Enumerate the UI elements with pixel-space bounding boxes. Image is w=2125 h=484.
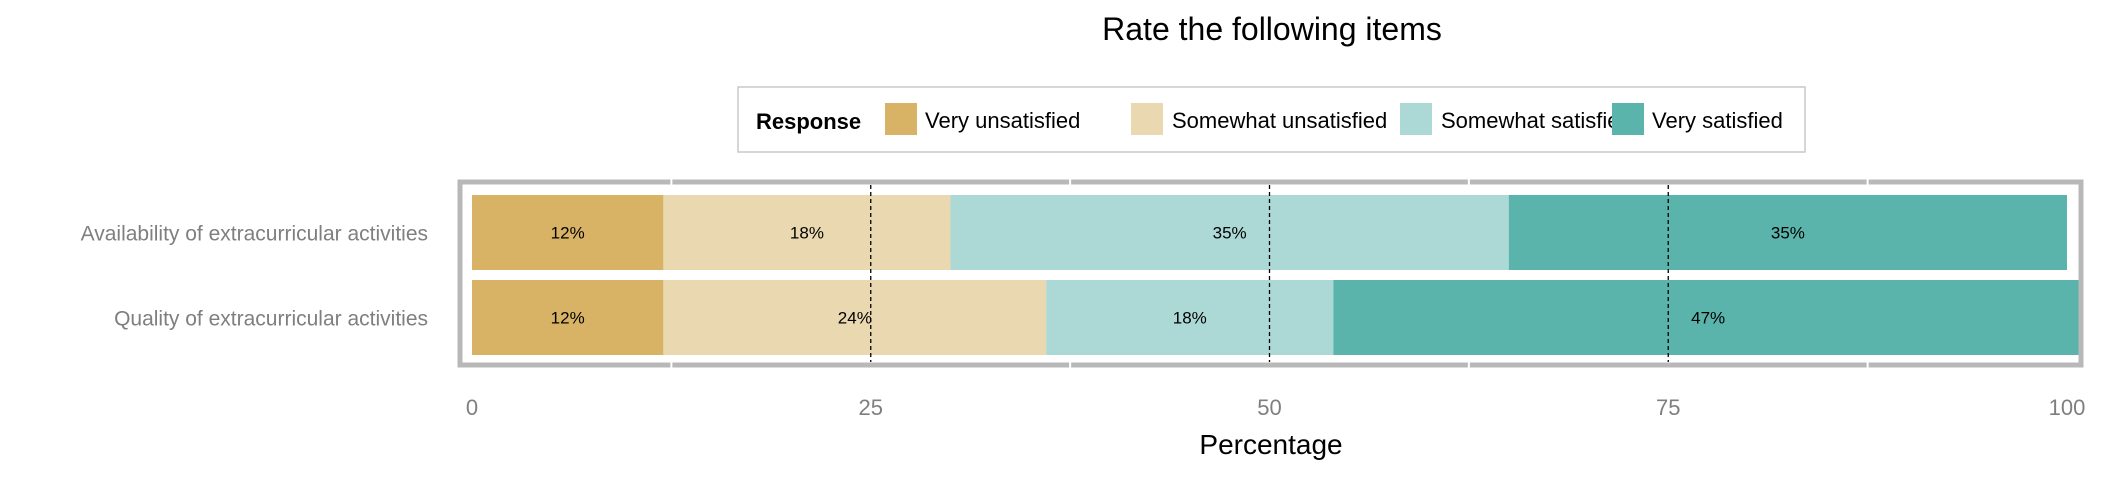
border-gap — [1467, 179, 1470, 185]
plot-area: 12% 18% 35% 35% 12% 24% 18% 47% Availability of … — [81, 179, 2086, 420]
border-gap — [1069, 179, 1072, 185]
data-label: 47% — [1691, 309, 1725, 328]
x-tick-label: 25 — [859, 395, 883, 420]
data-label: 24% — [838, 309, 872, 328]
data-label: 35% — [1771, 224, 1805, 243]
x-axis-label: Percentage — [1199, 429, 1342, 460]
x-tick-label: 100 — [2049, 395, 2086, 420]
y-tick-label: Quality of extracurricular activities — [114, 308, 428, 331]
bar-segment — [1046, 280, 1334, 355]
legend-key — [1400, 103, 1432, 135]
legend: Response Very unsatisfied Somewhat unsatis… — [737, 86, 1806, 153]
panel-border — [457, 179, 2084, 368]
data-label: 35% — [1213, 224, 1247, 243]
bar-segment — [663, 280, 1047, 355]
data-label: 18% — [1173, 309, 1207, 328]
bar-segment — [950, 195, 1509, 270]
border-gap — [1866, 179, 1869, 185]
legend-label: Very unsatisfied — [925, 108, 1080, 133]
legend-label: Somewhat satisfied — [1441, 108, 1632, 133]
data-label: 12% — [551, 224, 585, 243]
bar-segment — [663, 195, 951, 270]
border-gap — [1467, 362, 1470, 368]
legend-label: Somewhat unsatisfied — [1172, 108, 1387, 133]
legend-key — [885, 103, 917, 135]
border-gap — [1069, 362, 1072, 368]
bar-segment — [472, 195, 664, 270]
chart-title: Rate the following items — [1102, 11, 1442, 47]
data-label: 18% — [790, 224, 824, 243]
border-gap — [1866, 362, 1869, 368]
border-gap — [670, 362, 673, 368]
bar-segment — [1508, 195, 2067, 270]
x-tick-label: 0 — [466, 395, 478, 420]
x-tick-label: 75 — [1656, 395, 1680, 420]
legend-key — [1131, 103, 1163, 135]
x-tick-label: 50 — [1257, 395, 1281, 420]
y-tick-label: Availability of extracurricular activiti… — [81, 223, 428, 246]
legend-key — [1612, 103, 1644, 135]
bar-segment — [472, 280, 664, 355]
data-label: 12% — [551, 309, 585, 328]
legend-label: Very satisfied — [1652, 108, 1783, 133]
border-gap — [670, 179, 673, 185]
bar-segment — [1333, 280, 2083, 355]
legend-title: Response — [756, 109, 861, 134]
